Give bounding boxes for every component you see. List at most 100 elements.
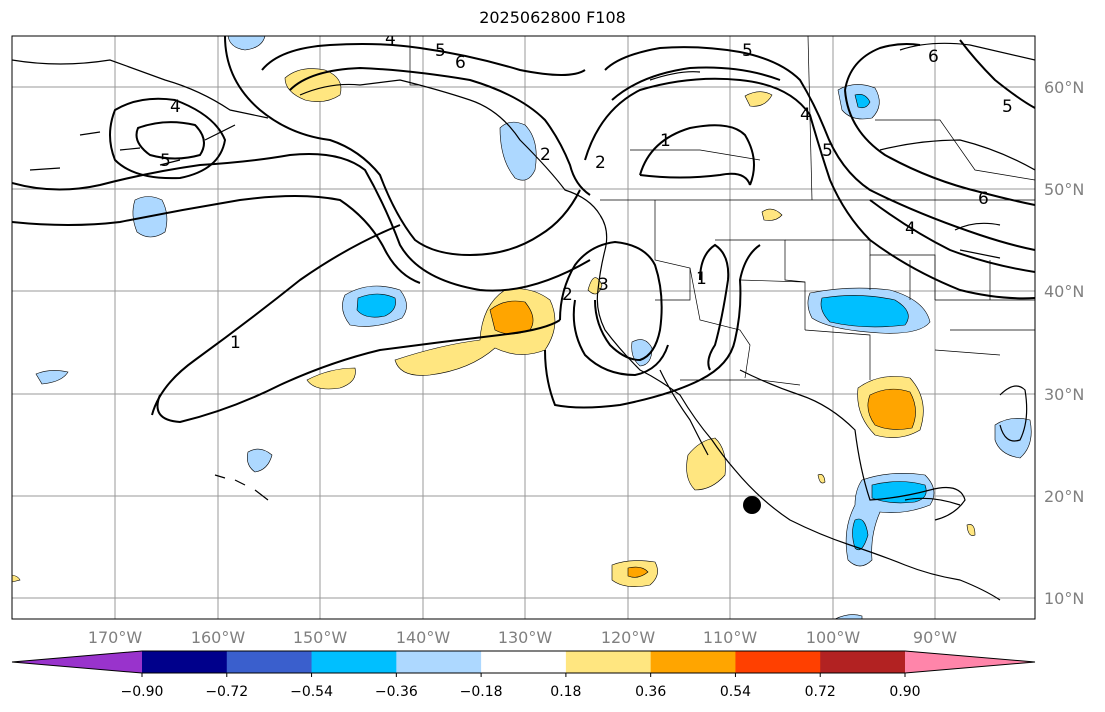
fill-negative-region [247,448,273,473]
colorbar: −0.90 −0.72 −0.54 −0.36 −0.18 0.18 0.36 0.54 0.7… [11,650,1036,700]
contour-label: 6 [978,189,989,209]
contour-label: 4 [385,29,396,49]
lat-label: 60°N [1044,78,1084,97]
contour-line [289,66,591,196]
gulf-coast [739,369,966,521]
fill-strong-negative-region [871,481,927,504]
contour-label: 2 [595,153,606,173]
fill-negative-region [994,418,1032,459]
fill-negative-region [499,121,537,181]
fill-strong-negative-region [852,518,869,551]
fill-strong-positive-region [489,300,534,335]
contour-line [639,172,751,186]
contour-line [869,199,1035,273]
aleutians [29,124,236,171]
lat-label: 40°N [1044,282,1084,301]
contour-line [544,244,761,409]
contour-label: 5 [822,141,833,161]
fill-positive-region [966,524,976,536]
lat-label: 10°N [1044,589,1084,608]
lon-label: 160°W [191,628,246,647]
cuba [904,497,961,506]
map-border [11,35,1036,620]
alaska-coast [12,59,601,216]
contour-label: 1 [660,131,671,151]
hudson-bay [879,139,1035,171]
lon-label: 90°W [913,628,957,647]
lon-label: 170°W [88,628,143,647]
colorbar-tick-label: 0.72 [805,684,836,700]
contour-line [151,224,401,416]
colorbar-segment [396,651,482,673]
latitude-labels: 60°N 50°N 40°N 30°N 20°N 10°N [1044,78,1084,608]
hawaii [214,474,269,501]
colorbar-tick-label: 0.54 [720,684,751,700]
colorbar-tick-label: 0.90 [889,684,920,700]
fill-positive-region [817,474,826,484]
lon-label: 110°W [703,628,758,647]
contour-line [156,319,561,424]
colorbar-tick-label: −0.72 [205,684,248,700]
fill-strong-negative-region [356,293,396,318]
baja-coast [659,369,709,456]
colorbar-tick-label: −0.54 [290,684,333,700]
contour-line [604,46,1035,251]
lon-label: 120°W [601,628,656,647]
contour-line [261,43,586,76]
florida-coast [999,385,1028,442]
colorbar-segment [735,651,821,673]
fill-strong-negative-region [820,295,909,328]
fill-positive-region [761,208,783,221]
fill-positive-region [686,437,726,491]
lon-label: 130°W [498,628,553,647]
contour-label: 4 [170,97,181,117]
canada-islands [649,42,1035,259]
contour-label: 2 [540,145,551,165]
colorbar-tick-label: −0.90 [121,684,164,700]
colorbar-segment [481,651,567,673]
fill-strong-negative-region [854,94,871,109]
contour-label: 5 [1002,97,1013,117]
colorbar-extend-high [905,651,1035,673]
contour-labels: 4 5 6 4 5 1 2 3 2 1 5 6 4 5 6 5 4 1 2 [160,29,1013,353]
contour-line [639,124,755,186]
contour-line [12,153,591,292]
contour-line [699,243,730,371]
fill-positive-region [744,91,773,107]
lat-label: 20°N [1044,487,1084,506]
fill-negative-region [227,36,266,51]
contour-line [572,299,669,377]
fill-strong-positive-region [627,566,649,578]
contour-label: 5 [435,41,446,61]
contour-label: 2 [562,285,573,305]
contour-label: 3 [598,275,609,295]
contour-line [844,89,1035,206]
colorbar-segment [226,651,313,673]
lon-label: 100°W [806,628,861,647]
colorbar-segment [311,651,397,673]
fill-strong-positive-region [867,388,916,430]
anomaly-fills [12,36,1032,619]
location-marker [743,496,761,514]
coastlines [12,42,1035,601]
fill-positive-region [306,367,356,390]
fill-positive-region [284,68,342,102]
contour-label: 1 [230,333,241,353]
contour-line [224,36,581,257]
contour-line [959,39,1035,109]
lat-label: 50°N [1044,180,1084,199]
lon-label: 140°W [396,628,451,647]
colorbar-segment [142,651,228,673]
canada-coast [596,214,1001,601]
fill-positive-region [12,574,21,583]
fill-negative-region [35,370,69,385]
colorbar-tick-label: −0.18 [460,684,503,700]
contour-line [844,43,921,91]
fill-negative-region [834,614,863,619]
contour-label: 6 [928,47,939,67]
colorbar-tick-label: 0.36 [635,684,666,700]
contour-line [559,240,663,362]
contour-line [135,121,205,160]
colorbar-segment [650,651,736,673]
